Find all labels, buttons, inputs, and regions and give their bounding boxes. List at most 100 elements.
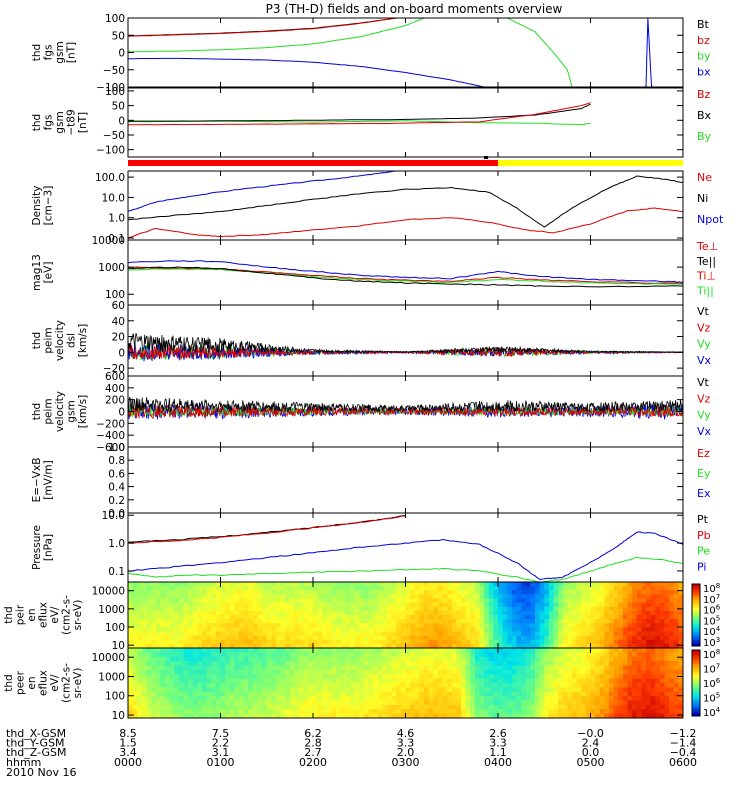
spectrogram-cell	[373, 590, 379, 595]
spectrogram-cell	[345, 582, 351, 587]
spectrogram-cell	[659, 639, 666, 645]
spectrogram-cell	[137, 661, 143, 667]
spectrogram-cell	[391, 665, 397, 671]
spectrogram-cell	[151, 704, 157, 710]
spectrogram-cell	[215, 635, 222, 641]
spectrogram-cell	[581, 656, 587, 662]
spectrogram-cell	[659, 586, 666, 591]
spectrogram-cell	[252, 627, 259, 633]
spectrogram-cell	[396, 709, 402, 715]
spectrogram-cell	[664, 598, 670, 604]
spectrogram-cell	[169, 669, 175, 675]
spectrogram-cell	[535, 594, 541, 600]
spectrogram-cell	[567, 635, 573, 641]
y-tick-label: 10.0	[102, 510, 125, 522]
spectrogram-cell	[331, 627, 337, 633]
spectrogram-cell	[562, 631, 568, 637]
colorbar-cell	[692, 711, 700, 715]
spectrogram-cell	[673, 669, 679, 675]
spectrogram-cell	[618, 665, 624, 671]
y-axis-label: peir	[15, 604, 27, 625]
spectrogram-cell	[317, 623, 323, 628]
spectrogram-cell	[461, 713, 467, 718]
spectrogram-cell	[470, 665, 476, 671]
spectrogram-cell	[553, 590, 559, 595]
spectrogram-cell	[622, 610, 629, 616]
spectrogram-cell	[234, 687, 240, 693]
spectrogram-cell	[585, 678, 592, 684]
spectrogram-cell	[146, 594, 152, 600]
spectrogram-cell	[664, 713, 670, 718]
spectrogram-cell	[451, 648, 457, 653]
spectrogram-cell	[391, 656, 397, 662]
spectrogram-cell	[382, 648, 388, 653]
spectrogram-cell	[396, 656, 402, 662]
spectrogram-cell	[572, 656, 578, 662]
spectrogram-cell	[442, 635, 448, 641]
spectrogram-cell	[160, 598, 166, 604]
spectrogram-cell	[192, 652, 198, 658]
spectrogram-cell	[229, 602, 235, 608]
spectrogram-cell	[252, 610, 259, 616]
spectrogram-cell	[151, 590, 157, 595]
spectrogram-cell	[678, 635, 683, 641]
spectrogram-cell	[636, 598, 642, 604]
spectrogram-cell	[174, 696, 180, 702]
spectrogram-cell	[188, 669, 194, 675]
spectrogram-cell	[252, 691, 259, 697]
spectrogram-cell	[377, 590, 383, 595]
orbit-label: thd_X-GSM	[6, 727, 66, 740]
spectrogram-cell	[428, 610, 434, 616]
orbit-value: 1.5	[119, 737, 137, 750]
spectrogram-cell	[373, 598, 379, 604]
spectrogram-cell	[373, 709, 379, 715]
spectrogram-cell	[493, 615, 499, 620]
spectrogram-cell	[470, 691, 476, 697]
spectrogram-cell	[137, 652, 143, 658]
spectrogram-cell	[599, 619, 605, 624]
spectrogram-cell	[488, 661, 494, 667]
spectrogram-cell	[613, 594, 619, 600]
spectrogram-cell	[544, 674, 550, 680]
spectrogram-cell	[368, 598, 374, 604]
spectrogram-cell	[442, 696, 448, 702]
spectrogram-cell	[220, 691, 226, 697]
spectrogram-cell	[516, 594, 522, 600]
spectrogram-cell	[359, 669, 365, 675]
spectrogram-cell	[137, 590, 143, 595]
spectrogram-cell	[359, 696, 365, 702]
spectrogram-cell	[243, 623, 249, 628]
spectrogram-cell	[377, 615, 383, 620]
y-axis-label: en	[26, 608, 38, 621]
orbit-value: 2.2	[212, 737, 230, 750]
spectrogram-cell	[424, 590, 430, 595]
spectrogram-cell	[299, 610, 305, 616]
spectrogram-cell	[262, 582, 268, 587]
spectrogram-cell	[544, 713, 550, 718]
spectrogram-cell	[363, 627, 370, 633]
spectrogram-cell	[558, 639, 564, 645]
spectrogram-cell	[618, 639, 624, 645]
spectrogram-cell	[498, 623, 504, 628]
spectrogram-cell	[308, 582, 314, 587]
spectrogram-cell	[243, 656, 249, 662]
spectrogram-cell	[419, 619, 425, 624]
spectrogram-cell	[178, 665, 185, 671]
spectrogram-cell	[650, 586, 656, 591]
spectrogram-cell	[636, 661, 642, 667]
orbit-value: 3.4	[119, 746, 137, 759]
spectrogram-cell	[479, 683, 485, 688]
spectrogram-cell	[511, 674, 518, 680]
spectrogram-cell	[442, 687, 448, 693]
spectrogram-cell	[202, 704, 208, 710]
spectrogram-cell	[511, 598, 518, 604]
spectrogram-cell	[141, 619, 148, 624]
spectrogram-cell	[313, 610, 319, 616]
spectrogram-cell	[479, 674, 485, 680]
spectrogram-cell	[266, 594, 272, 600]
spectrogram-cell	[516, 627, 522, 633]
spectrogram-cell	[197, 652, 203, 658]
spectrogram-cell	[276, 586, 282, 591]
spectrogram-cell	[646, 683, 652, 688]
spectrogram-cell	[289, 674, 296, 680]
